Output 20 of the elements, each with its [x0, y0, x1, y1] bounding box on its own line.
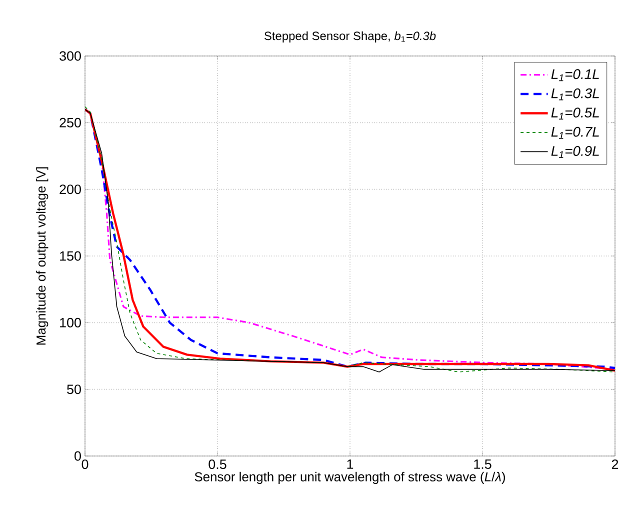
y-tick-label: 200	[60, 184, 81, 194]
y-tick-label: 100	[60, 318, 81, 328]
x-tick-label: 2	[612, 460, 618, 469]
legend-label: L$_{1}$=0.1L	[551, 69, 599, 82]
y-axis-title: Magnitude of output voltage [V]	[36, 167, 48, 345]
legend-label: L$_{1}$=0.9L	[551, 146, 599, 158]
y-tick-label: 50	[67, 384, 81, 394]
y-tick-label: 0	[74, 451, 81, 461]
x-tick-label: 0	[82, 460, 88, 470]
x-tick-label: 1.5	[474, 460, 492, 469]
y-tick-label: 250	[60, 118, 81, 128]
y-tick-label: 150	[60, 251, 81, 261]
x-axis-title: Sensor length per unit wavelength of stress wave (L/λ)	[194, 472, 506, 484]
legend-label: L$_{1}$=0.7L	[551, 126, 599, 139]
y-tick-label: 300	[60, 51, 81, 61]
x-tick-label: 1	[347, 460, 354, 469]
legend-label: L$_{1}$=0.3L	[551, 88, 599, 100]
legend-label: L$_{1}$=0.5L	[551, 108, 599, 120]
x-tick-label: 0.5	[208, 460, 226, 470]
chart-title: Stepped Sensor Shape, b$_{1}$=0.3b	[264, 31, 436, 42]
